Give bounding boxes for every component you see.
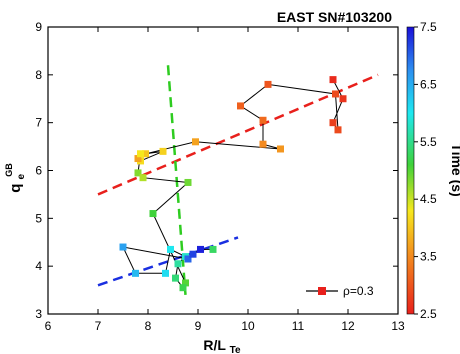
data-point-26 <box>162 269 169 277</box>
colorbar-tick-label-2: 4.5 <box>420 192 437 206</box>
data-point-11 <box>142 150 149 158</box>
data-point-22 <box>172 274 179 282</box>
y-axis: 3 4 5 6 7 8 9 <box>35 20 398 321</box>
y-axis-label-main: q <box>7 184 24 193</box>
y-tick-label-1: 4 <box>35 259 42 273</box>
data-point-5 <box>264 80 272 88</box>
colorbar-tick-label-5: 7.5 <box>420 20 437 34</box>
data-point-27 <box>132 269 139 277</box>
chart-title: EAST SN#103200 <box>277 9 392 25</box>
trajectory-lines <box>122 79 344 289</box>
y-tick-label-4: 7 <box>35 116 42 130</box>
plot-frame <box>47 26 399 315</box>
y-tick-label-2: 5 <box>35 211 42 225</box>
data-point-7 <box>259 116 267 124</box>
colorbar: 2.5 3.5 4.5 5.5 6.5 7.5 Time (s) <box>406 20 460 321</box>
data-point-15 <box>137 150 144 158</box>
x-tick-label-1: 7 <box>95 319 102 333</box>
colorbar-tick-label-1: 3.5 <box>420 250 437 264</box>
x-tick-label-4: 10 <box>241 319 255 333</box>
colorbar-tick-label-0: 2.5 <box>420 307 437 321</box>
data-point-0 <box>329 76 337 84</box>
y-tick-label-6: 9 <box>35 20 42 34</box>
legend: ρ=0.3 <box>306 284 374 298</box>
x-axis-label-sub: Te <box>230 345 241 354</box>
data-point-2 <box>329 119 337 127</box>
data-point-14 <box>134 155 142 163</box>
data-point-28 <box>119 243 127 251</box>
colorbar-ticks: 2.5 3.5 4.5 5.5 6.5 7.5 <box>414 20 437 321</box>
x-tick-label-5: 11 <box>292 319 305 333</box>
y-axis-label-sup: GB <box>4 163 14 177</box>
data-points <box>119 76 347 292</box>
data-point-17 <box>139 174 147 182</box>
data-point-8 <box>259 140 267 148</box>
data-point-25 <box>167 245 174 253</box>
y-tick-label-5: 8 <box>35 68 42 82</box>
colorbar-tick-label-4: 6.5 <box>420 77 437 91</box>
data-point-23 <box>174 260 182 268</box>
data-point-21 <box>179 284 187 292</box>
x-axis-label-main: R/L <box>203 337 226 353</box>
legend-label: ρ=0.3 <box>343 284 374 298</box>
y-tick-label-0: 3 <box>35 307 42 321</box>
data-point-3 <box>334 126 342 134</box>
x-tick-label-0: 6 <box>45 319 52 333</box>
colorbar-gradient <box>406 26 415 315</box>
legend-marker <box>318 287 326 295</box>
data-point-32 <box>209 245 217 253</box>
y-tick-label-3: 6 <box>35 164 42 178</box>
trajectory-line-0 <box>122 79 344 289</box>
fit-line-2 <box>166 65 187 295</box>
data-point-29 <box>184 255 192 263</box>
colorbar-label: Time (s) <box>449 143 460 196</box>
data-point-18 <box>184 178 192 186</box>
x-axis-label: R/L Te <box>203 337 241 354</box>
y-axis-label-sub: e <box>16 173 27 179</box>
y-axis-label: q e GB <box>4 163 28 193</box>
colorbar-tick-label-3: 5.5 <box>420 135 437 149</box>
data-point-9 <box>277 145 284 153</box>
data-point-10 <box>192 138 199 146</box>
data-point-1 <box>339 95 347 103</box>
data-point-4 <box>332 90 339 98</box>
x-tick-label-3: 9 <box>195 319 202 333</box>
data-point-19 <box>149 210 157 218</box>
data-point-6 <box>237 102 244 110</box>
data-point-16 <box>134 169 142 177</box>
x-axis: 6 7 8 9 10 11 12 13 <box>45 27 405 333</box>
x-tick-label-6: 12 <box>341 319 355 333</box>
x-tick-label-2: 8 <box>145 319 152 333</box>
x-tick-label-7: 13 <box>391 319 405 333</box>
data-point-31 <box>197 245 204 253</box>
data-point-12 <box>159 147 167 155</box>
data-point-20 <box>182 279 189 287</box>
data-point-30 <box>189 250 197 258</box>
